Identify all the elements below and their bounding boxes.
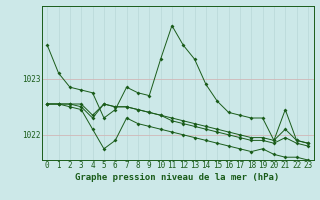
X-axis label: Graphe pression niveau de la mer (hPa): Graphe pression niveau de la mer (hPa) bbox=[76, 173, 280, 182]
